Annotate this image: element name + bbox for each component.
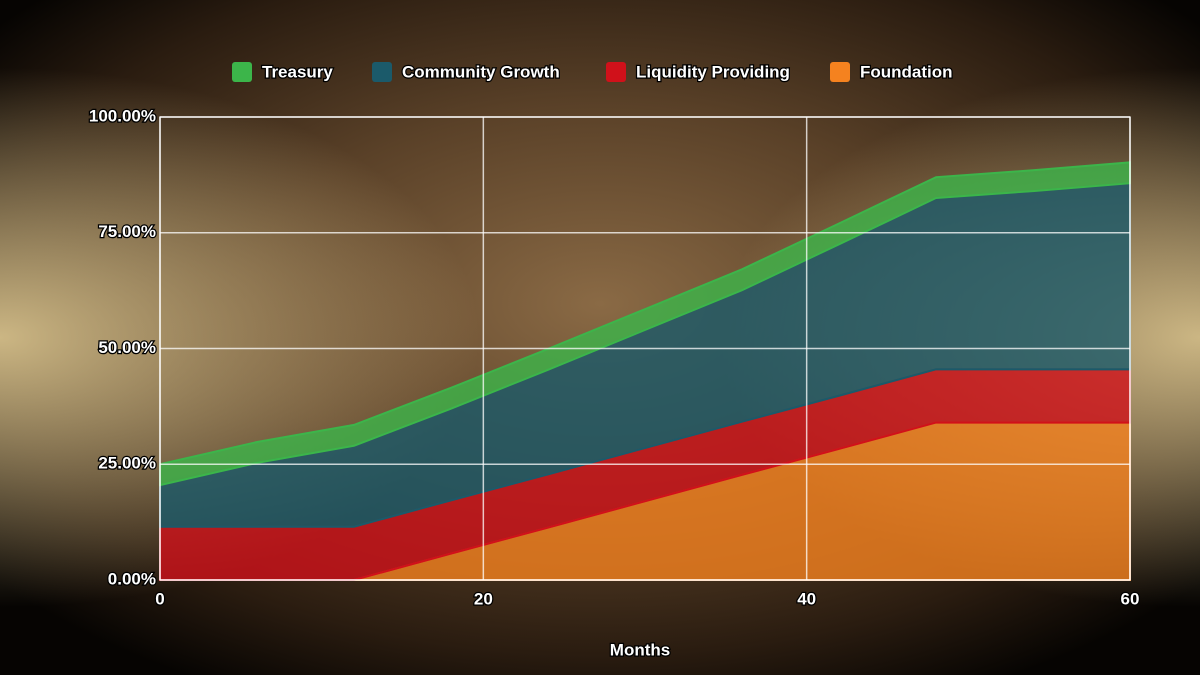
legend-swatch xyxy=(232,62,252,82)
legend-label: Liquidity Providing xyxy=(636,62,790,81)
legend-item: Community Growth xyxy=(372,61,561,83)
legend-item: Foundation xyxy=(830,61,954,83)
legend-label: Treasury xyxy=(262,62,333,81)
legend-item: Treasury xyxy=(232,61,335,83)
x-tick-label: 20 xyxy=(474,589,493,608)
legend-swatch xyxy=(606,62,626,82)
y-tick-label: 25.00% xyxy=(98,454,156,473)
legend-label: Community Growth xyxy=(402,62,560,81)
x-tick-label: 40 xyxy=(797,589,816,608)
axes: 0.00% 25.00% 50.00% 75.00% 100.00% 0 20 40 60 xyxy=(88,105,1141,610)
x-tick-label: 0 xyxy=(155,589,164,608)
y-tick-label: 50.00% xyxy=(98,338,156,357)
legend-swatch xyxy=(372,62,392,82)
legend-swatch xyxy=(830,62,850,82)
y-tick-label: 75.00% xyxy=(98,222,156,241)
plot-border xyxy=(159,116,1131,581)
x-axis-label: Months xyxy=(610,640,670,659)
x-tick-label: 60 xyxy=(1121,589,1140,608)
y-tick-label: 0.00% xyxy=(108,569,156,588)
y-tick-label: 100.00% xyxy=(89,106,156,125)
legend-item: Liquidity Providing xyxy=(606,61,791,83)
legend-label: Foundation xyxy=(860,62,953,81)
